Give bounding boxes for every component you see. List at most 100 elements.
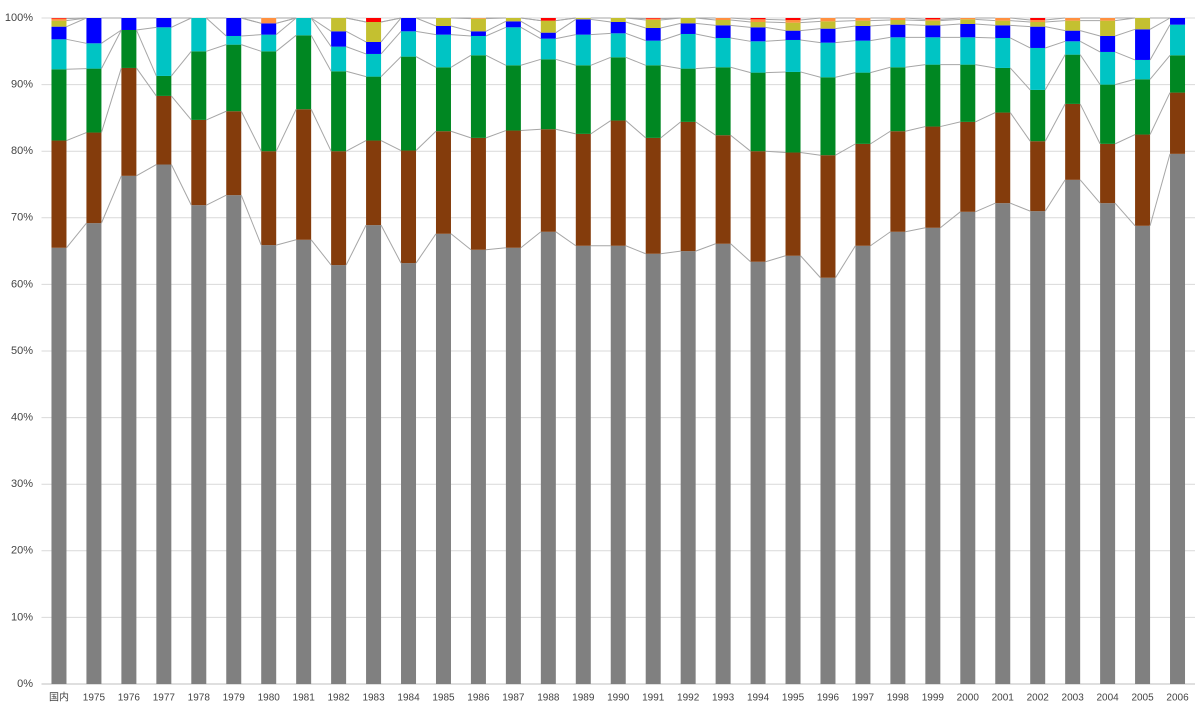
bar-segment (540, 231, 556, 684)
series-line (765, 21, 786, 24)
series-line (975, 36, 996, 39)
bar-segment (1170, 92, 1186, 154)
y-tick-label: 90% (11, 79, 33, 91)
bar-segment (750, 21, 766, 28)
bar-segment (750, 41, 766, 73)
bar-segment (890, 37, 906, 68)
bar-segment (610, 33, 626, 58)
series-line (170, 50, 192, 77)
x-tick-label: 1983 (362, 693, 385, 704)
series-line (765, 255, 786, 263)
bar-segment (1065, 179, 1081, 684)
series-line (800, 152, 821, 156)
series-line (660, 121, 681, 139)
series-line (310, 109, 332, 152)
series-line (905, 17, 926, 20)
bar-segment (1030, 47, 1046, 90)
bar-segment (750, 72, 766, 152)
bar-segment (156, 18, 172, 28)
bar-segment (51, 247, 67, 684)
x-tick-label: 1980 (258, 693, 281, 704)
series-line (730, 243, 751, 263)
series-line (800, 39, 821, 44)
series-line (380, 17, 402, 43)
series-line (660, 250, 681, 255)
y-tick-label: 10% (11, 611, 33, 623)
bar-segment (156, 75, 172, 96)
series-line (870, 66, 891, 74)
series-line (205, 17, 227, 37)
bar-segment (715, 135, 731, 244)
series-line (415, 56, 437, 68)
x-tick-label: 1994 (747, 693, 770, 704)
series-line (241, 44, 262, 52)
bar-segment (925, 19, 941, 21)
bar-segment (505, 27, 521, 66)
series-line (555, 18, 577, 34)
bar-segment (750, 151, 766, 262)
series-line (800, 71, 821, 78)
bar-segment (51, 39, 67, 70)
series-line (625, 56, 646, 66)
series-line (1114, 51, 1136, 61)
series-line (800, 255, 821, 279)
series-line (345, 46, 367, 55)
bar-segment (890, 131, 906, 232)
bar-segment (1030, 18, 1046, 20)
series-line (660, 17, 681, 20)
series-line (1010, 37, 1031, 49)
series-line (660, 33, 681, 42)
series-line (905, 227, 926, 233)
series-line (870, 130, 891, 145)
bar-segment (121, 18, 137, 30)
series-line (765, 39, 786, 42)
series-line (660, 22, 681, 29)
bar-segment (680, 23, 696, 34)
series-line (730, 19, 751, 23)
series-line (940, 17, 961, 20)
series-line (1149, 17, 1171, 30)
bar-segment (960, 18, 976, 20)
bar-segment (366, 18, 382, 22)
bar-segment (750, 27, 766, 42)
bar-segment (191, 51, 207, 120)
series-line (695, 66, 716, 70)
series-line (206, 44, 227, 52)
series-line (346, 17, 367, 23)
series-line (1010, 202, 1031, 212)
series-line (905, 64, 926, 68)
series-line (241, 17, 262, 24)
series-line (835, 40, 856, 44)
bar-segment (366, 225, 382, 684)
y-tick-label: 60% (11, 278, 33, 290)
series-line (380, 224, 402, 264)
bar-segment (1065, 103, 1081, 180)
x-tick-label: 1982 (327, 693, 350, 704)
series-line (380, 56, 402, 77)
series-line (101, 29, 122, 44)
series-line (485, 26, 507, 37)
x-tick-label: 1996 (817, 693, 840, 704)
bar-segment (575, 65, 591, 134)
series-line (1114, 202, 1136, 227)
series-line (1079, 40, 1101, 53)
series-line (625, 32, 646, 42)
series-line (625, 17, 646, 20)
series-line (171, 17, 192, 28)
series-line (905, 19, 926, 22)
bar-segment (1100, 20, 1116, 36)
bar-segment (470, 18, 486, 32)
y-tick-label: 50% (11, 345, 33, 357)
y-tick-label: 40% (11, 412, 33, 424)
bar-segment (995, 37, 1011, 68)
series-line (1044, 103, 1066, 142)
series-line (940, 121, 961, 128)
bar-segment (1030, 21, 1046, 27)
x-tick-label: 1990 (607, 693, 630, 704)
y-tick-label: 100% (5, 12, 33, 24)
series-line (310, 239, 332, 266)
series-line (555, 231, 577, 247)
bar-segment (1065, 41, 1081, 55)
bar-segment (226, 35, 242, 45)
bar-segment (51, 18, 67, 19)
